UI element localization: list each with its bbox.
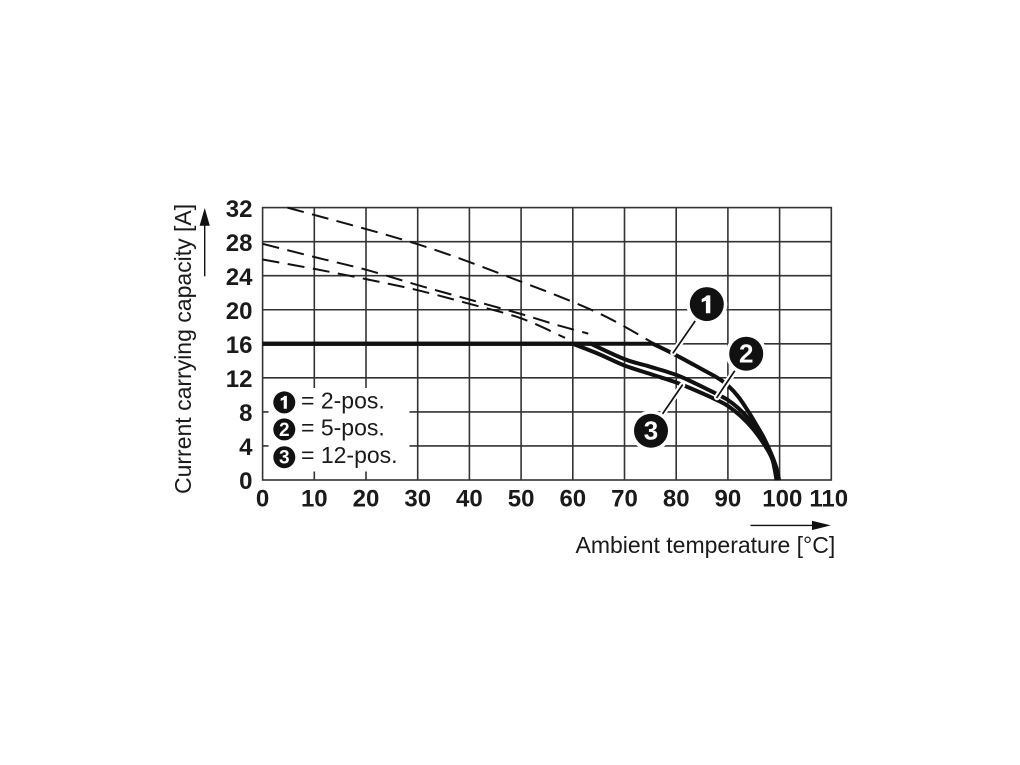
svg-text:0: 0 xyxy=(239,468,252,495)
svg-text:60: 60 xyxy=(559,486,586,513)
svg-text:90: 90 xyxy=(715,486,742,513)
svg-text:80: 80 xyxy=(663,486,690,513)
svg-text:0: 0 xyxy=(256,486,269,513)
svg-text:2: 2 xyxy=(739,339,753,369)
svg-text:20: 20 xyxy=(353,486,380,513)
svg-text:= 2-pos.: = 2-pos. xyxy=(301,387,385,413)
svg-text:4: 4 xyxy=(239,434,253,461)
svg-text:3: 3 xyxy=(644,416,658,446)
svg-text:12: 12 xyxy=(226,366,253,393)
svg-text:50: 50 xyxy=(508,486,535,513)
svg-text:10: 10 xyxy=(301,486,328,513)
svg-text:16: 16 xyxy=(226,332,253,359)
svg-text:100: 100 xyxy=(762,486,802,513)
svg-text:Current carrying capacity [A]: Current carrying capacity [A] xyxy=(170,204,196,494)
svg-text:2: 2 xyxy=(279,420,290,441)
svg-text:= 12-pos.: = 12-pos. xyxy=(301,442,398,468)
svg-text:70: 70 xyxy=(611,486,638,513)
svg-text:30: 30 xyxy=(404,486,431,513)
svg-text:28: 28 xyxy=(226,230,253,257)
svg-text:110: 110 xyxy=(809,486,848,513)
svg-text:3: 3 xyxy=(279,448,290,469)
svg-text:24: 24 xyxy=(226,264,253,291)
svg-text:20: 20 xyxy=(226,298,253,325)
svg-text:Ambient temperature [°C]: Ambient temperature [°C] xyxy=(576,532,836,558)
svg-text:40: 40 xyxy=(456,486,483,513)
svg-text:= 5-pos.: = 5-pos. xyxy=(301,414,385,440)
svg-text:32: 32 xyxy=(226,196,253,223)
svg-text:8: 8 xyxy=(239,400,252,427)
